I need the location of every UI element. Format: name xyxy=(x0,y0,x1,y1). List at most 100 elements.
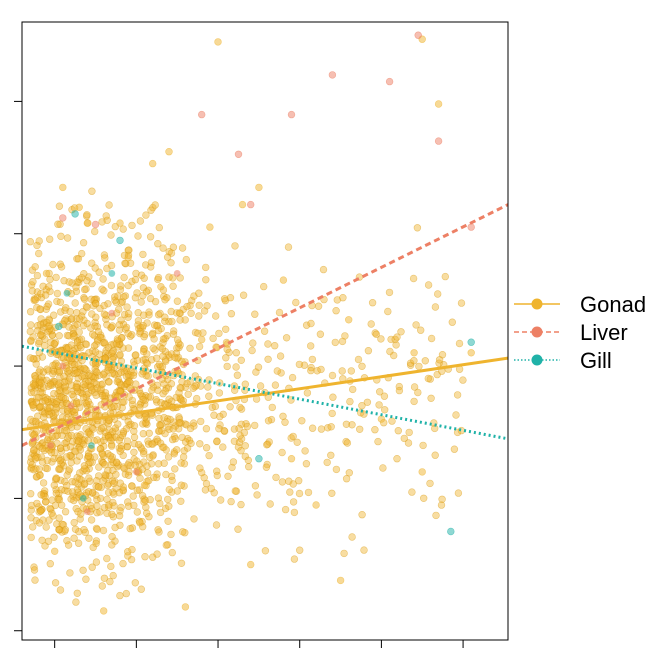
point-gonad xyxy=(61,395,70,403)
point-gonad xyxy=(113,335,122,343)
point-gonad xyxy=(115,489,124,497)
point-gonad xyxy=(46,287,54,296)
point-gonad xyxy=(195,301,203,309)
point-gonad xyxy=(37,373,46,381)
point-gonad xyxy=(176,419,184,427)
point-gonad xyxy=(154,273,163,282)
point-gonad xyxy=(98,285,106,293)
point-gonad xyxy=(80,479,89,488)
point-gonad xyxy=(165,148,173,156)
point-gonad xyxy=(239,291,248,299)
point-gonad xyxy=(128,482,136,490)
point-gonad xyxy=(30,466,38,474)
point-gonad xyxy=(349,385,357,394)
point-gonad xyxy=(83,211,91,219)
point-gonad xyxy=(177,481,186,489)
point-gonad xyxy=(32,417,40,425)
point-gonad xyxy=(413,224,422,232)
point-liver xyxy=(287,110,296,119)
point-gonad xyxy=(343,439,352,447)
point-gonad xyxy=(50,390,58,398)
point-gonad xyxy=(49,260,57,269)
point-gonad xyxy=(140,333,148,341)
point-gonad xyxy=(186,424,195,433)
point-gonad xyxy=(105,378,113,386)
point-gonad xyxy=(279,276,288,284)
point-gonad xyxy=(189,384,197,392)
point-gonad xyxy=(405,428,413,437)
point-gonad xyxy=(93,509,101,517)
point-gonad xyxy=(149,159,157,168)
point-gonad xyxy=(88,279,96,288)
point-liver xyxy=(173,270,181,277)
point-gonad xyxy=(38,458,47,466)
point-gonad xyxy=(81,465,89,473)
point-gonad xyxy=(117,381,125,389)
point-gonad xyxy=(30,446,38,455)
point-gonad xyxy=(301,447,309,455)
point-gonad xyxy=(173,309,181,317)
point-gonad xyxy=(264,340,272,348)
point-gonad xyxy=(64,343,73,352)
point-gonad xyxy=(70,408,79,417)
point-gonad xyxy=(159,352,167,360)
point-gonad xyxy=(167,249,176,257)
point-gonad xyxy=(66,308,74,316)
point-gonad xyxy=(85,534,93,542)
point-gonad xyxy=(342,475,351,483)
point-gonad xyxy=(59,183,67,192)
point-gonad xyxy=(135,486,144,494)
point-gonad xyxy=(169,330,178,338)
point-gonad xyxy=(213,471,222,480)
point-gonad xyxy=(37,379,45,387)
point-gonad xyxy=(289,432,297,441)
point-gonad xyxy=(395,386,404,395)
point-gonad xyxy=(161,296,169,304)
point-gonad xyxy=(134,232,142,240)
point-gonad xyxy=(146,233,155,241)
point-gonad xyxy=(450,445,459,453)
point-gonad xyxy=(124,471,133,479)
point-gonad xyxy=(165,395,173,403)
point-gonad xyxy=(371,329,379,337)
point-gonad xyxy=(175,415,184,423)
point-gonad xyxy=(141,552,149,561)
point-gonad xyxy=(167,259,175,267)
point-gonad xyxy=(202,444,211,452)
point-gonad xyxy=(79,239,88,247)
point-gonad xyxy=(206,223,214,231)
point-gonad xyxy=(393,455,401,463)
point-gonad xyxy=(92,477,101,485)
point-gonad xyxy=(63,234,72,242)
point-gonad xyxy=(26,238,34,246)
point-gonad xyxy=(356,425,364,433)
point-gonad xyxy=(93,436,101,444)
point-gonad xyxy=(154,526,162,534)
point-gonad xyxy=(150,335,158,343)
point-gonad xyxy=(52,474,61,483)
point-gonad xyxy=(348,421,356,429)
point-gonad xyxy=(338,367,346,375)
point-gonad xyxy=(61,477,69,486)
point-gonad xyxy=(55,332,63,340)
point-gonad xyxy=(38,536,46,544)
point-liver xyxy=(59,362,67,370)
point-gonad xyxy=(312,501,320,509)
point-gonad xyxy=(82,575,90,583)
point-gonad xyxy=(262,463,271,471)
point-gonad xyxy=(156,499,164,508)
point-gonad xyxy=(41,492,49,501)
point-gonad xyxy=(114,420,122,428)
point-gonad xyxy=(307,363,315,372)
point-gonad xyxy=(182,255,191,264)
point-gonad xyxy=(109,355,117,364)
point-gonad xyxy=(177,497,185,505)
point-gonad xyxy=(60,317,69,325)
point-gonad xyxy=(431,451,439,459)
point-gonad xyxy=(175,309,184,317)
point-gonad xyxy=(304,488,313,497)
point-gonad xyxy=(367,320,375,328)
point-gonad xyxy=(30,566,39,574)
point-gonad xyxy=(71,299,79,307)
point-gonad xyxy=(249,339,257,347)
